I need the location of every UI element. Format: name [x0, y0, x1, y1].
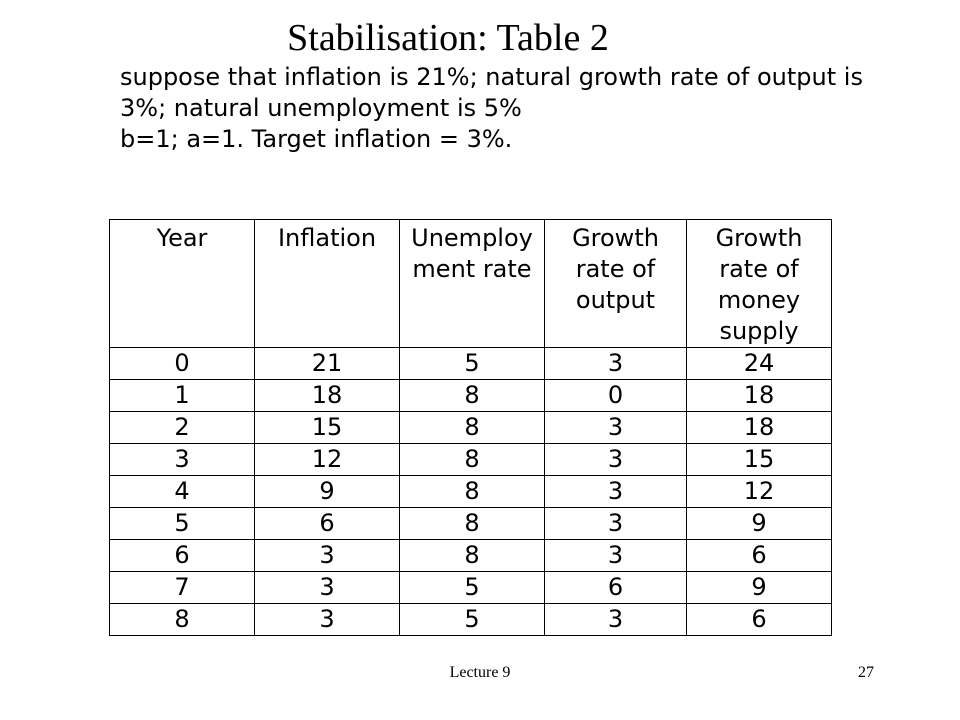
table-cell: 8 — [399, 411, 545, 444]
table-header-row: Year Inflation Unemploy ment rate Growth… — [109, 219, 832, 348]
table-cell: 18 — [254, 379, 400, 412]
table-cell: 6 — [686, 539, 832, 572]
table-cell: 2 — [109, 411, 255, 444]
table-cell: 6 — [686, 603, 832, 636]
page-number: 27 — [858, 664, 874, 681]
table-cell: 0 — [544, 379, 687, 412]
stabilisation-table: Year Inflation Unemploy ment rate Growth… — [109, 219, 832, 636]
footer-lecture: Lecture 9 — [449, 664, 511, 681]
table-body: 0 21 5 3 24 1 18 8 0 18 2 15 8 3 18 3 12 8 3 15 4 9 8 3 12 5 6 8 3 9 6… — [109, 347, 832, 636]
table-cell: 21 — [254, 347, 400, 380]
table-cell: 3 — [544, 475, 687, 508]
table-cell: 3 — [544, 507, 687, 540]
table-cell: 3 — [254, 571, 400, 604]
header-line: Growth — [715, 224, 803, 252]
table-cell: 9 — [686, 571, 832, 604]
header-growth-rate-of-output: Growth rate of output — [544, 219, 687, 348]
table-row: 1 18 8 0 18 — [109, 379, 832, 412]
header-line: money — [717, 286, 801, 314]
intro-text: suppose that inflation is 21%; natural g… — [120, 62, 863, 155]
table-cell: 5 — [399, 603, 545, 636]
table-cell: 15 — [254, 411, 400, 444]
table-cell: 3 — [109, 443, 255, 476]
table-row: 3 12 8 3 15 — [109, 443, 832, 476]
header-line: Unemploy — [411, 224, 533, 252]
header-line: Growth — [572, 224, 659, 252]
table-cell: 3 — [544, 347, 687, 380]
table-cell: 3 — [254, 539, 400, 572]
table-cell: 12 — [254, 443, 400, 476]
header-unemployment-rate: Unemploy ment rate — [399, 219, 545, 348]
table-row: 4 9 8 3 12 — [109, 475, 832, 508]
header-line: rate of — [719, 255, 799, 283]
header-line: supply — [719, 317, 799, 345]
table-cell: 4 — [109, 475, 255, 508]
table-cell: 9 — [254, 475, 400, 508]
table-cell: 0 — [109, 347, 255, 380]
table-cell: 3 — [544, 411, 687, 444]
table-cell: 18 — [686, 379, 832, 412]
table-cell: 8 — [399, 475, 545, 508]
header-line: ment rate — [412, 255, 532, 283]
intro-line-3: b=1; a=1. Target inflation = 3%. — [120, 125, 513, 153]
table-row: 2 15 8 3 18 — [109, 411, 832, 444]
header-line: Year — [156, 224, 208, 252]
table-cell: 3 — [544, 539, 687, 572]
table-cell: 3 — [544, 603, 687, 636]
table-cell: 15 — [686, 443, 832, 476]
header-line: rate of — [575, 255, 656, 283]
table-cell: 5 — [399, 571, 545, 604]
table-cell: 6 — [109, 539, 255, 572]
table-cell: 8 — [399, 507, 545, 540]
table-cell: 6 — [254, 507, 400, 540]
table-cell: 8 — [399, 539, 545, 572]
table-cell: 8 — [399, 379, 545, 412]
header-inflation: Inflation — [254, 219, 400, 348]
intro-line-1: suppose that inflation is 21%; natural g… — [120, 63, 863, 91]
table-cell: 1 — [109, 379, 255, 412]
slide-title: Stabilisation: Table 2 — [0, 14, 960, 62]
header-year: Year — [109, 219, 255, 348]
table-cell: 5 — [109, 507, 255, 540]
table-cell: 5 — [399, 347, 545, 380]
table-cell: 7 — [109, 571, 255, 604]
header-line: output — [575, 286, 656, 314]
table-cell: 18 — [686, 411, 832, 444]
table-cell: 8 — [109, 603, 255, 636]
table-cell: 3 — [544, 443, 687, 476]
table-row: 0 21 5 3 24 — [109, 347, 832, 380]
header-growth-rate-of-money-supply: Growth rate of money supply — [686, 219, 832, 348]
intro-line-2: 3%; natural unemployment is 5% — [120, 94, 522, 122]
header-line: Inflation — [277, 224, 377, 252]
table-cell: 6 — [544, 571, 687, 604]
table-cell: 8 — [399, 443, 545, 476]
table-cell: 9 — [686, 507, 832, 540]
table-cell: 12 — [686, 475, 832, 508]
slide-title-text: Stabilisation: Table 2 — [287, 17, 609, 59]
table-cell: 24 — [686, 347, 832, 380]
table-cell: 3 — [254, 603, 400, 636]
